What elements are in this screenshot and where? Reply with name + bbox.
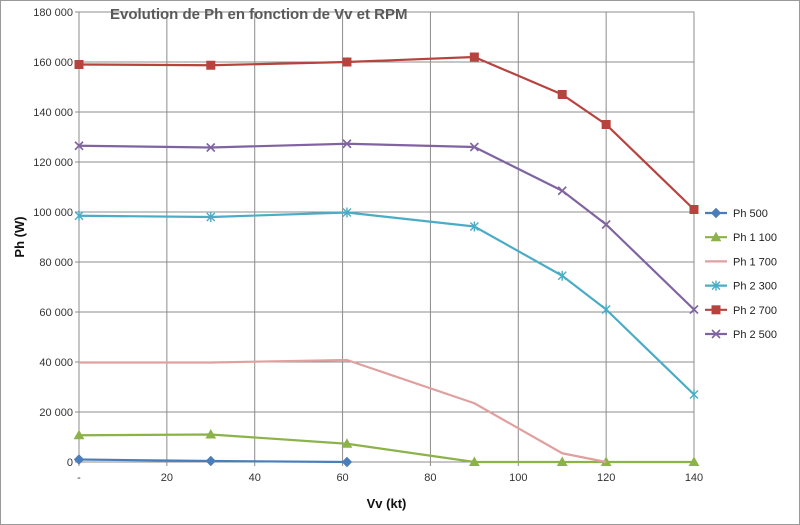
x-tick-label: 20	[161, 472, 173, 484]
data-point	[469, 52, 479, 62]
legend-item: Ph 2 700	[705, 305, 777, 317]
data-point	[74, 60, 84, 69]
data-point	[557, 90, 567, 99]
axis-ticks: 0 20 000 40 000 60 000 80 000 100 000 120 000 1…	[33, 7, 703, 484]
data-point	[74, 210, 84, 221]
series-4	[74, 52, 699, 214]
data-point	[601, 120, 611, 129]
data-point	[205, 455, 216, 467]
series-line	[78, 211, 695, 396]
data-point	[206, 60, 216, 70]
x-tick-label: 80	[424, 472, 436, 484]
data-point	[341, 438, 353, 448]
legend-marker	[711, 280, 721, 291]
x-tick-label: 40	[249, 472, 261, 484]
legend-label: Ph 2 300	[733, 281, 777, 293]
data-point	[74, 141, 84, 151]
gridlines	[78, 11, 695, 463]
plot-area	[78, 11, 695, 463]
data-point	[205, 428, 217, 439]
data-point	[469, 456, 480, 466]
y-tick-label: 180 000	[33, 7, 73, 19]
data-point	[469, 221, 479, 232]
data-point	[342, 139, 352, 149]
data-point	[601, 304, 611, 315]
legend-marker	[711, 329, 721, 339]
x-tick-label: 140	[685, 472, 703, 484]
data-point	[342, 207, 352, 218]
legend-label: Ph 2 700	[733, 305, 777, 317]
data-point	[206, 212, 216, 222]
legend-item: Ph 1 700	[705, 256, 777, 268]
y-tick-label: 140 000	[33, 107, 73, 119]
series-line	[78, 142, 695, 311]
y-tick-label: 20 000	[39, 407, 73, 419]
data-point	[556, 456, 568, 466]
series-3	[74, 207, 699, 400]
series-2	[79, 358, 607, 464]
data-point	[601, 219, 611, 230]
chart-title: Evolution de Ph en fonction de Vv et RPM	[110, 6, 408, 23]
data-point	[206, 142, 216, 153]
data-point	[689, 389, 699, 400]
data-point	[342, 57, 352, 67]
data-point	[557, 270, 567, 281]
y-tick-label: 40 000	[39, 357, 73, 369]
legend-label: Ph 2 500	[733, 329, 777, 341]
series-0	[73, 454, 353, 468]
y-tick-label: 60 000	[39, 307, 73, 319]
x-axis-label: Vv (kt)	[367, 496, 407, 511]
x-tick-label: 60	[336, 472, 348, 484]
data-point	[73, 454, 85, 465]
legend-item: Ph 1 100	[705, 231, 777, 244]
legend: Ph 500 Ph 1 100 Ph 1 700 Ph 2 300 Ph 2 700 Ph…	[705, 207, 777, 341]
series-5	[74, 139, 699, 315]
data-point	[557, 186, 567, 196]
x-tick-label: 100	[509, 472, 527, 484]
x-tick-label: 120	[597, 472, 615, 484]
data-point	[688, 456, 700, 466]
legend-item: Ph 500	[705, 207, 768, 220]
legend-marker	[711, 305, 721, 315]
y-tick-label: 120 000	[33, 157, 73, 169]
data-point	[341, 456, 353, 468]
legend-item: Ph 2 500	[705, 329, 777, 341]
series-line	[78, 433, 694, 464]
legend-item: Ph 2 300	[705, 280, 777, 293]
y-axis-label: Ph (W)	[12, 216, 27, 257]
legend-marker	[710, 231, 722, 242]
data-point	[689, 304, 699, 315]
y-tick-label: 0	[67, 457, 73, 469]
data-point	[469, 142, 479, 152]
legend-label: Ph 1 100	[733, 232, 777, 244]
legend-label: Ph 500	[733, 208, 768, 220]
series-line	[79, 358, 607, 464]
legend-marker	[710, 207, 722, 219]
y-tick-label: 100 000	[33, 207, 73, 219]
x-tick-label: -	[77, 472, 81, 484]
data-point	[73, 429, 85, 440]
series-lines	[73, 52, 700, 468]
legend-label: Ph 1 700	[733, 256, 777, 268]
data-point	[689, 205, 699, 214]
series-line	[78, 55, 695, 211]
y-tick-label: 80 000	[39, 257, 73, 269]
y-tick-label: 160 000	[33, 57, 73, 69]
